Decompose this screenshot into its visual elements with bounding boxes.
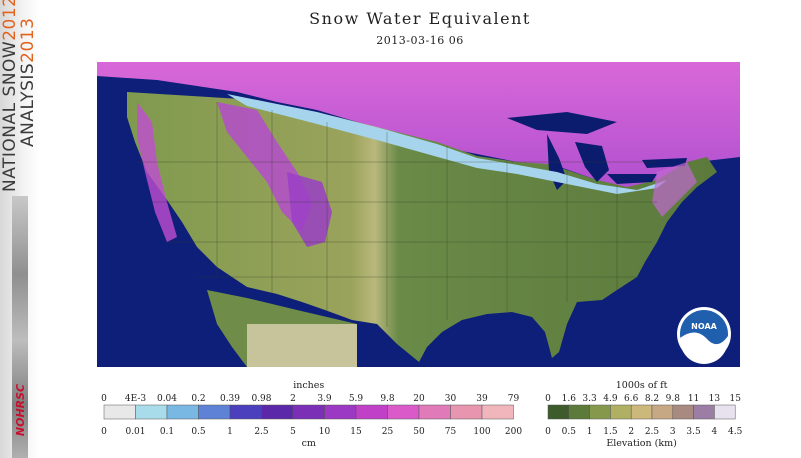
elevation-legend-top-tick: 15	[729, 394, 741, 404]
elevation-legend-bottom-tick: 2	[628, 427, 634, 437]
sidebar-year-2: 2013	[18, 17, 38, 63]
elevation-legend-top-tick: 0	[545, 394, 551, 404]
elevation-legend-top-tick: 11	[688, 394, 699, 404]
swe-legend-top-unit: inches	[293, 380, 324, 391]
shallow-snow-margin	[227, 94, 667, 194]
elevation-legend-bottom-tick: 4	[712, 427, 718, 437]
elevation-legend-bottom-tick: 0.5	[562, 427, 577, 437]
swe-legend-swatch	[324, 404, 357, 420]
swe-legend-bottom-tick: 75	[445, 427, 457, 437]
sidebar-word-2: ANALYSIS	[18, 62, 38, 147]
swe-legend-swatch	[229, 404, 262, 420]
elevation-legend-bottom-tick: 1.5	[603, 427, 618, 437]
swe-legend-bottom-tick: 0.5	[191, 427, 206, 437]
swe-legend-bottom-tick: 15	[350, 427, 362, 437]
swe-legend-top-tick: 0	[101, 394, 107, 404]
elevation-legend-swatch	[610, 404, 632, 420]
swe-legend-top-tick: 4E-3	[125, 394, 147, 404]
swe-legend-top-tick: 3.9	[317, 394, 332, 404]
map-timestamp: 2013-03-16 06	[376, 34, 464, 47]
elevation-legend-bottom-tick: 0	[545, 427, 551, 437]
elevation-legend-top-tick: 13	[709, 394, 721, 404]
swe-legend-top-tick: 0.04	[157, 394, 177, 404]
sidebar-word-1: NATIONAL SNOW	[0, 40, 20, 192]
swe-legend-top-tick: 20	[413, 394, 425, 404]
elevation-legend-swatch	[568, 404, 590, 420]
elevation-legend-swatch	[714, 404, 736, 420]
swe-legend-swatch	[355, 404, 388, 420]
elevation-legend-swatch	[672, 404, 694, 420]
swe-map[interactable]: NOAA	[97, 62, 740, 367]
sidebar-line-analysis: ANALYSIS2013	[18, 17, 38, 147]
elevation-legend-bottom-tick: 3.5	[686, 427, 701, 437]
state-boundaries	[137, 102, 657, 327]
swe-legend-top-tick: 79	[508, 394, 520, 404]
swe-legend-swatch	[198, 404, 231, 420]
swe-legend-top-tick: 39	[476, 394, 488, 404]
swe-legend-bottom-tick: 100	[473, 427, 490, 437]
swe-legend-top-tick: 0.2	[191, 394, 205, 404]
swe-legend-bottom-tick: 200	[505, 427, 522, 437]
rockies-snow	[217, 102, 312, 232]
elevation-legend-top-unit: 1000s of ft	[616, 380, 668, 391]
swe-legend-swatch	[166, 404, 199, 420]
swe-legend-bottom-unit: cm	[302, 438, 316, 449]
great-lakes	[507, 112, 687, 190]
swe-legend-top-tick: 5.9	[349, 394, 364, 404]
swe-legend-swatch	[450, 404, 483, 420]
swe-legend-bottom-tick: 5	[290, 427, 296, 437]
swe-legend-swatch	[292, 404, 325, 420]
swe-legend-swatch	[418, 404, 451, 420]
elevation-legend-swatch	[651, 404, 674, 420]
mexico-no-data	[247, 324, 357, 367]
swe-legend-top-tick: 2	[290, 394, 296, 404]
elevation-legend-top-tick: 6.6	[624, 394, 639, 404]
swe-legend-top-tick: 9.8	[380, 394, 395, 404]
elevation-legend-top-tick: 4.9	[603, 394, 618, 404]
swe-legend-swatch	[481, 404, 514, 420]
swe-legend-bottom-tick: 0.1	[160, 427, 174, 437]
swe-legend-top-tick: 30	[445, 394, 457, 404]
elevation-legend-bottom-tick: 2.5	[645, 427, 660, 437]
swe-legend-swatch	[135, 404, 168, 420]
elevation-legend-bottom-unit: Elevation (km)	[606, 438, 677, 449]
canada-snow-region	[97, 62, 740, 190]
swe-legend-bottom-tick: 25	[382, 427, 394, 437]
elevation-legend-swatch	[589, 404, 611, 420]
elevation-legend-bottom-tick: 4.5	[728, 427, 743, 437]
swe-legend-bottom-tick: 0.01	[125, 427, 145, 437]
swe-legend-top-tick: 0.39	[220, 394, 240, 404]
swe-legend: inches 0 4E-3 0.04 0.2 0.39 0.98 2 3.9 5.9 9.8 20 30…	[95, 378, 525, 454]
colorado-snow	[287, 172, 332, 247]
swe-legend-top-tick: 0.98	[251, 394, 271, 404]
elevation-legend-top-tick: 3.3	[582, 394, 597, 404]
sidebar-year-1: 2012	[0, 0, 20, 41]
swe-legend-bottom-tick: 50	[413, 427, 425, 437]
appalachian-snow	[652, 162, 697, 217]
elevation-legend-bottom-tick: 3	[670, 427, 676, 437]
elevation-legend-top-tick: 9.8	[666, 394, 681, 404]
elevation-legend-swatch	[547, 404, 570, 420]
swe-legend-bottom-tick: 10	[319, 427, 331, 437]
elevation-legend-swatch	[693, 404, 715, 420]
swe-legend-bottom-tick: 2.5	[254, 427, 269, 437]
elevation-legend-top-tick: 1.6	[562, 394, 577, 404]
swe-legend-swatch	[387, 404, 420, 420]
noaa-logo: NOAA	[677, 307, 731, 364]
elevation-legend: 1000s of ft 0 1.6 3.3 4.9 6.6 8.2 9.8 11 13 15 0 0.5…	[540, 378, 743, 454]
sidebar-snow-photo	[12, 196, 28, 458]
swe-legend-swatch	[103, 404, 136, 420]
noaa-logo-text: NOAA	[691, 322, 717, 331]
nohrsc-logo: NOHRSC	[13, 383, 27, 437]
swe-legend-bottom-tick: 1	[227, 427, 233, 437]
cascades-snow	[137, 102, 177, 242]
swe-legend-swatch	[261, 404, 294, 420]
sidebar-line-national-snow: NATIONAL SNOW2012	[0, 0, 20, 192]
elevation-legend-top-tick: 8.2	[645, 394, 659, 404]
elevation-legend-bottom-tick: 1	[587, 427, 593, 437]
elevation-legend-swatch	[630, 404, 653, 420]
map-title: Snow Water Equivalent	[309, 9, 531, 28]
swe-legend-bottom-tick: 0	[101, 427, 107, 437]
sidebar-banner: NATIONAL SNOW2012 ANALYSIS2013 NOHRSC	[0, 0, 40, 458]
